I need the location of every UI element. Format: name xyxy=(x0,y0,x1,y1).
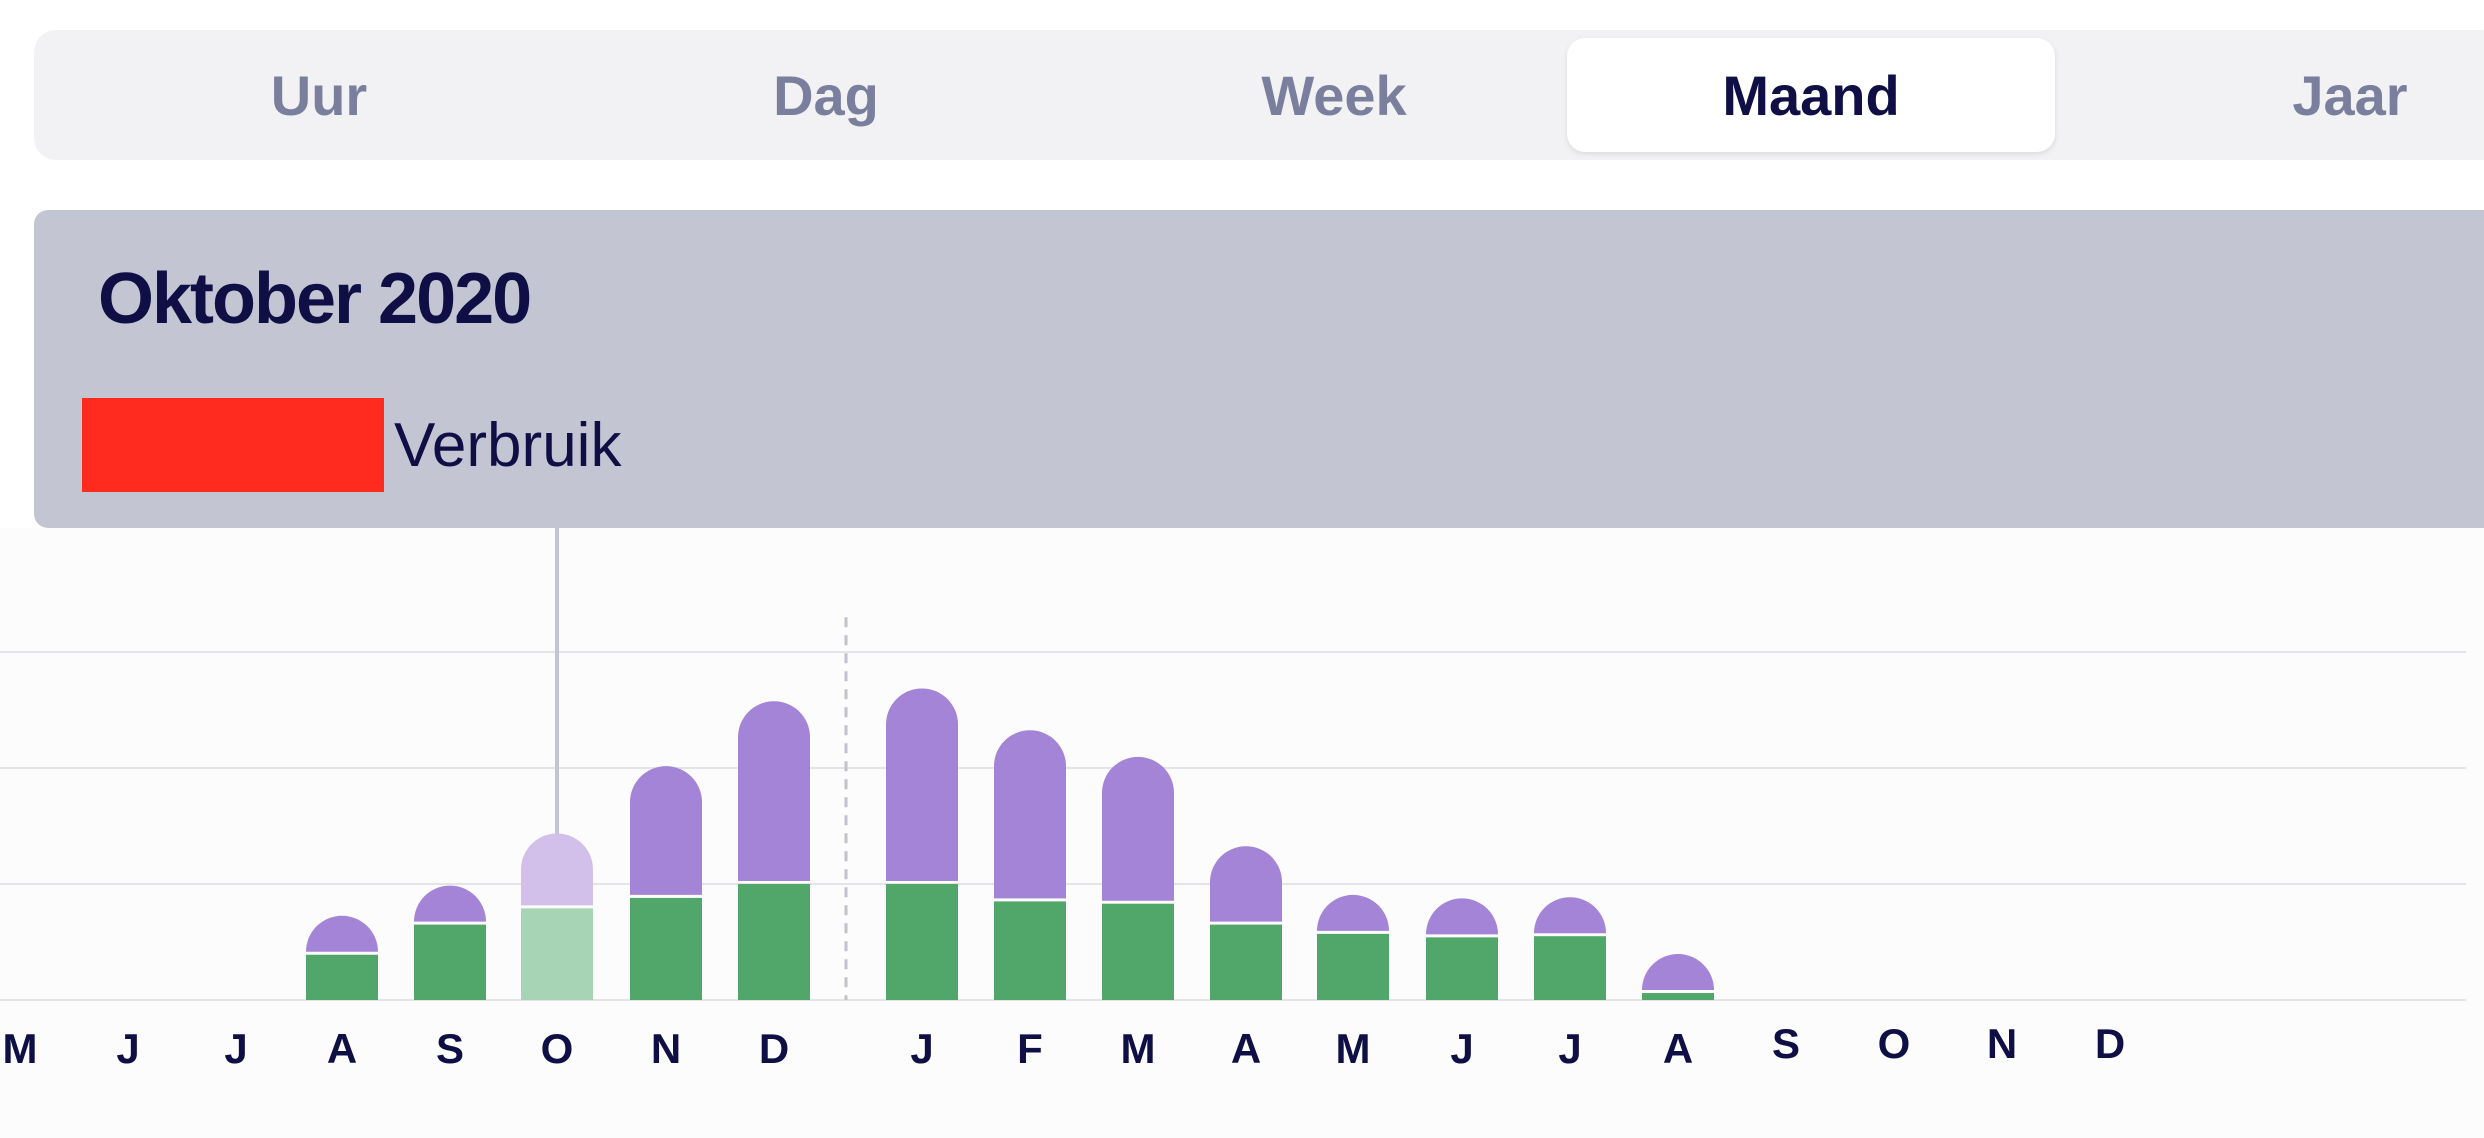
tab-uur[interactable]: Uur xyxy=(270,63,368,127)
bar-low-12 xyxy=(1317,894,1389,931)
month-label-12: M xyxy=(1336,1025,1371,1072)
bar-low-14 xyxy=(1534,897,1606,934)
bar-normal-6 xyxy=(630,897,702,1000)
month-label-5: O xyxy=(541,1025,574,1072)
bar-normal-4 xyxy=(414,924,486,1000)
tab-jaar[interactable]: Jaar xyxy=(2292,63,2408,127)
bar-normal-8 xyxy=(886,884,958,1000)
month-label-6: N xyxy=(651,1025,681,1072)
bar-low-11 xyxy=(1210,846,1282,922)
bar-low-10 xyxy=(1102,756,1174,901)
month-label-0: M xyxy=(3,1025,38,1072)
bar-normal-14 xyxy=(1534,936,1606,1000)
legend-label: Verbruik xyxy=(394,411,622,480)
month-label-19: D xyxy=(2095,1020,2125,1067)
bar-low-15 xyxy=(1642,954,1714,991)
month-label-3: A xyxy=(327,1025,357,1072)
bar-normal-10 xyxy=(1102,903,1174,1000)
bar-low-8 xyxy=(886,688,958,881)
tab-dag[interactable]: Dag xyxy=(773,63,879,127)
month-label-4: S xyxy=(436,1025,464,1072)
month-label-16: S xyxy=(1772,1020,1800,1067)
bar-low-13 xyxy=(1426,898,1498,935)
selected-period-card: Oktober 2020 Verbruik xyxy=(34,210,2484,528)
bar-normal-13 xyxy=(1426,937,1498,1000)
tab-week[interactable]: Week xyxy=(1261,63,1407,127)
bar-normal-7 xyxy=(738,884,810,1000)
month-label-8: J xyxy=(910,1025,933,1072)
month-label-14: J xyxy=(1558,1025,1581,1072)
bar-normal-5 xyxy=(521,908,593,1000)
month-label-10: M xyxy=(1121,1025,1156,1072)
bar-normal-9 xyxy=(994,901,1066,1000)
bar-low-5 xyxy=(521,833,593,906)
period-selector: Uur Dag Week Maand Jaar xyxy=(34,30,2484,160)
bar-low-7 xyxy=(738,701,810,881)
bar-low-4 xyxy=(414,885,486,922)
bar-low-3 xyxy=(306,915,378,952)
month-label-15: A xyxy=(1663,1025,1693,1072)
tab-maand[interactable]: Maand xyxy=(1567,38,2055,152)
month-label-2: J xyxy=(224,1025,247,1072)
month-label-7: D xyxy=(759,1025,789,1072)
month-label-11: A xyxy=(1231,1025,1261,1072)
legend-swatch xyxy=(82,398,384,492)
bar-low-9 xyxy=(994,730,1066,899)
bar-normal-11 xyxy=(1210,924,1282,1000)
bar-normal-12 xyxy=(1317,933,1389,1000)
bar-normal-15 xyxy=(1642,993,1714,1000)
month-label-18: N xyxy=(1987,1020,2017,1067)
month-label-17: O xyxy=(1878,1020,1911,1067)
month-label-1: J xyxy=(116,1025,139,1072)
bar-normal-3 xyxy=(306,954,378,1000)
bar-low-6 xyxy=(630,766,702,895)
month-label-9: F xyxy=(1017,1025,1043,1072)
selected-period-title: Oktober 2020 xyxy=(98,259,532,339)
month-label-13: J xyxy=(1450,1025,1473,1072)
